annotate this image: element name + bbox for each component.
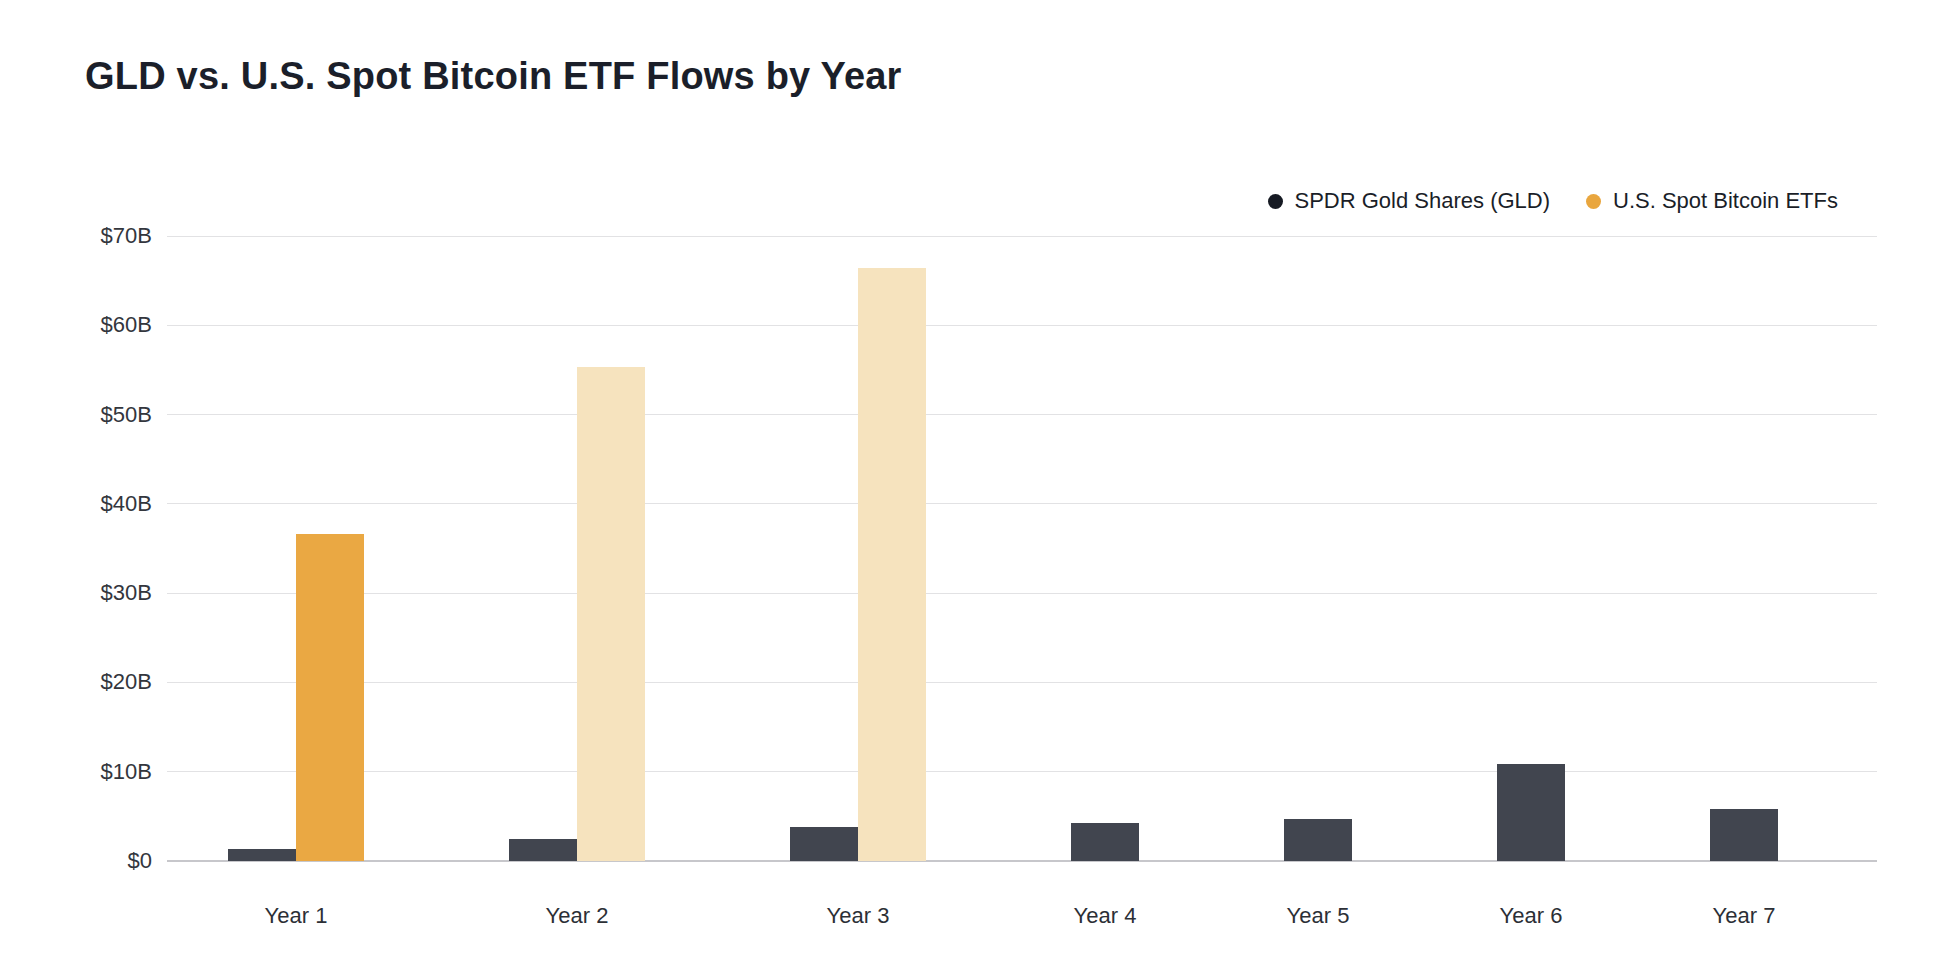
bar-group-year-6: Year 6 [1497,764,1565,861]
bar-group-year-5: Year 5 [1284,819,1352,861]
legend-label-gld: SPDR Gold Shares (GLD) [1295,188,1551,214]
bar-gld-year-7[interactable] [1710,809,1778,861]
bar-gld-year-1[interactable] [228,849,296,861]
x-axis-label: Year 1 [265,903,328,929]
x-axis-label: Year 4 [1074,903,1137,929]
legend-item-btc[interactable]: U.S. Spot Bitcoin ETFs [1586,188,1838,214]
y-axis-tick-label: $20B [101,669,152,695]
bar-group-year-7: Year 7 [1710,809,1778,861]
bar-group-year-3: Year 3 [790,268,926,861]
bar-gld-year-5[interactable] [1284,819,1352,861]
legend-item-gld[interactable]: SPDR Gold Shares (GLD) [1268,188,1551,214]
y-axis-tick-label: $50B [101,402,152,428]
y-axis-tick-label: $0 [128,848,152,874]
legend-dot-btc-icon [1586,194,1601,209]
y-axis-tick-label: $10B [101,759,152,785]
y-axis-tick-label: $30B [101,580,152,606]
x-axis-label: Year 5 [1287,903,1350,929]
x-axis-label: Year 2 [546,903,609,929]
bar-btc-year-3[interactable] [858,268,926,861]
chart-title: GLD vs. U.S. Spot Bitcoin ETF Flows by Y… [85,55,902,98]
y-axis-tick-label: $70B [101,223,152,249]
bar-group-year-2: Year 2 [509,367,645,861]
bar-gld-year-2[interactable] [509,839,577,861]
x-axis-label: Year 7 [1713,903,1776,929]
y-axis-tick-label: $40B [101,491,152,517]
bars-row: Year 1 Year 2 Year 3 Year 4 Year 5 Year 6 Year… [167,268,1778,861]
bar-gld-year-4[interactable] [1071,823,1139,861]
y-axis: $0$10B$20B$30B$40B$50B$60B$70B [0,236,152,861]
x-axis-label: Year 3 [827,903,890,929]
gridline-70b [167,236,1877,237]
legend: SPDR Gold Shares (GLD) U.S. Spot Bitcoin… [1268,188,1839,214]
bar-group-year-1: Year 1 [228,534,364,861]
legend-dot-gld-icon [1268,194,1283,209]
y-axis-tick-label: $60B [101,312,152,338]
bar-gld-year-6[interactable] [1497,764,1565,861]
x-axis-label: Year 6 [1500,903,1563,929]
plot-area: Year 1 Year 2 Year 3 Year 4 Year 5 Year 6 Year… [167,236,1877,861]
bar-gld-year-3[interactable] [790,827,858,861]
bar-btc-year-1[interactable] [296,534,364,861]
bar-btc-year-2[interactable] [577,367,645,861]
bar-group-year-4: Year 4 [1071,823,1139,861]
legend-label-btc: U.S. Spot Bitcoin ETFs [1613,188,1838,214]
